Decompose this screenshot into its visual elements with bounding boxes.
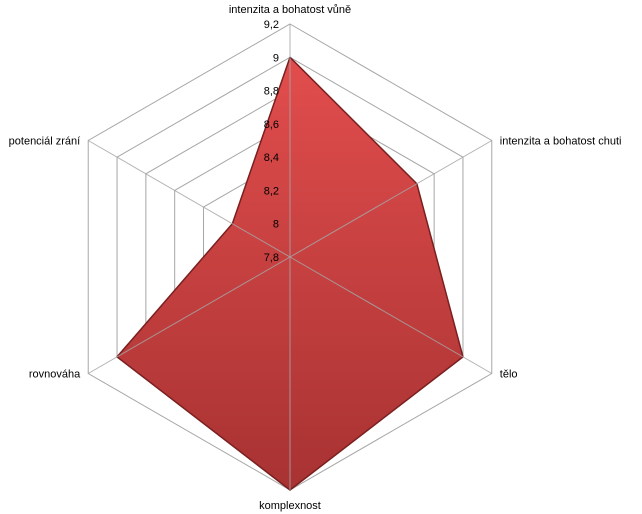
axis-label: rovnováha	[29, 369, 81, 381]
tick-label: 8,6	[264, 119, 279, 131]
axis-label: intenzita a bohatost chuti	[500, 136, 622, 148]
axis-label: tělo	[500, 369, 518, 381]
axis-spoke	[289, 140, 493, 258]
tick-label: 8,2	[264, 185, 279, 197]
axis-spoke	[87, 256, 291, 374]
axis-spoke	[87, 140, 291, 258]
tick-labels: 7,8 8 8,2 8,4 8,6 8,8 9 9,2	[264, 19, 279, 264]
axis-label: potenciál zrání	[9, 136, 81, 148]
tick-label: 9	[273, 52, 279, 64]
axis-labels: intenzita a bohatost vůně intenzita a boh…	[9, 4, 622, 512]
tick-label: 8	[273, 219, 279, 231]
axis-spoke	[289, 256, 493, 374]
axis-label: intenzita a bohatost vůně	[229, 4, 351, 16]
tick-label: 9,2	[264, 19, 279, 31]
tick-label: 8,8	[264, 86, 279, 98]
tick-label: 8,4	[264, 152, 279, 164]
tick-label: 7,8	[264, 252, 279, 264]
axis-label: komplexnost	[259, 500, 321, 512]
spoke-layer	[87, 24, 493, 490]
